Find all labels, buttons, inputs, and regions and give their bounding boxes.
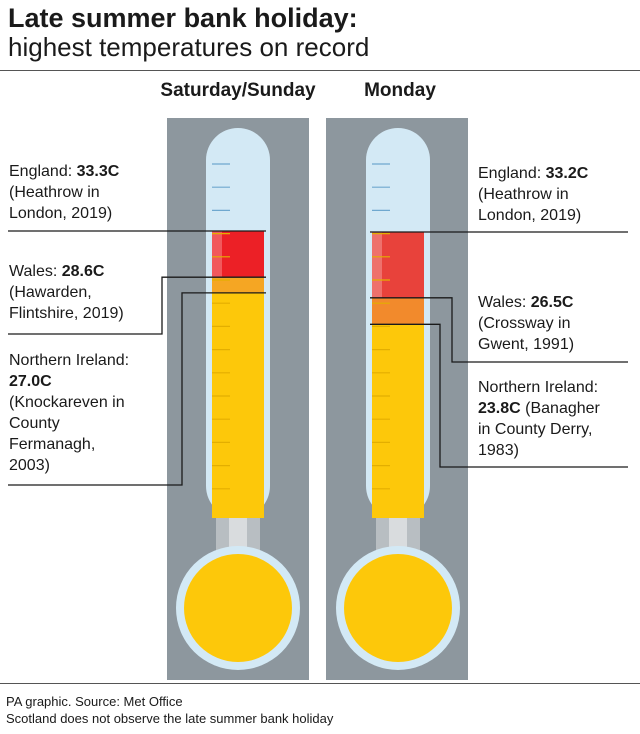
label-region: England (478, 165, 537, 182)
label-detail: Fermanagh, (9, 436, 96, 453)
label-detail: London, 2019) (478, 207, 582, 224)
mercury-segment-wales (372, 297, 424, 325)
label-detail: London, 2019) (9, 205, 113, 222)
label-sat-england: England: 33.3C (Heathrow in London, 2019… (9, 163, 120, 222)
mercury-segment-england (372, 231, 424, 298)
label-detail: (Banagher (525, 400, 600, 417)
label-detail: (Heathrow in (9, 184, 100, 201)
label-detail: (Knockareven in (9, 394, 125, 411)
leader-line-northern-ireland (370, 323, 628, 468)
label-mon-northern-ireland: Northern Ireland: 23.8C (Banagher in Cou… (478, 379, 600, 459)
chart-title: Late summer bank holiday: (8, 3, 358, 33)
label-region: Wales (9, 263, 53, 280)
label-value: 33.2C (545, 165, 589, 182)
thermometer-bulb (344, 554, 452, 662)
panel-heading-monday: Monday (364, 80, 436, 101)
thermometer-neck-highlight (229, 512, 247, 556)
label-detail: (Hawarden, (9, 284, 92, 301)
header-rule (0, 70, 640, 71)
label-detail: (Heathrow in (478, 186, 569, 203)
label-detail: (Crossway in (478, 315, 571, 332)
label-detail: in County Derry, (478, 421, 593, 438)
leader-line-wales (370, 297, 628, 363)
label-value: 26.5C (530, 294, 574, 311)
footer-note: Scotland does not observe the late summe… (6, 711, 334, 726)
label-detail: Flintshire, 2019) (9, 305, 124, 322)
label-sat-wales: Wales: 28.6C (Hawarden, Flintshire, 2019… (9, 263, 124, 322)
label-sat-northern-ireland: Northern Ireland: 27.0C (Knockareven in … (9, 352, 130, 474)
mercury-column (212, 292, 264, 518)
chart-subtitle: highest temperatures on record (8, 32, 370, 62)
label-value: 33.3C (76, 163, 120, 180)
label-detail: Gwent, 1991) (478, 336, 575, 353)
label-region: Northern Ireland (9, 352, 125, 369)
thermometer-bulb (184, 554, 292, 662)
label-mon-england: England: 33.2C (Heathrow in London, 2019… (478, 165, 589, 224)
mercury-segment-wales (212, 277, 264, 293)
mercury-highlight (372, 231, 382, 298)
label-value: 23.8C (478, 400, 521, 417)
footer-rule (0, 683, 640, 684)
thermometer-neck-highlight (389, 512, 407, 556)
label-detail: 2003) (9, 457, 50, 474)
label-mon-wales: Wales: 26.5C (Crossway in Gwent, 1991) (478, 294, 575, 353)
label-detail: County (9, 415, 60, 432)
mercury-highlight (212, 231, 222, 278)
label-detail: 1983) (478, 442, 519, 459)
leader-line-northern-ireland (8, 292, 266, 486)
mercury-segment-england (212, 231, 264, 278)
label-region: Northern Ireland (478, 379, 594, 396)
label-value: 27.0C (9, 373, 52, 390)
label-region: England (9, 163, 68, 180)
label-region: Wales (478, 294, 522, 311)
label-value: 28.6C (61, 263, 105, 280)
panel-heading-saturday-sunday: Saturday/Sunday (160, 80, 316, 101)
leader-line-wales (8, 276, 266, 335)
mercury-column (372, 324, 424, 518)
footer-source: PA graphic. Source: Met Office (6, 694, 183, 709)
